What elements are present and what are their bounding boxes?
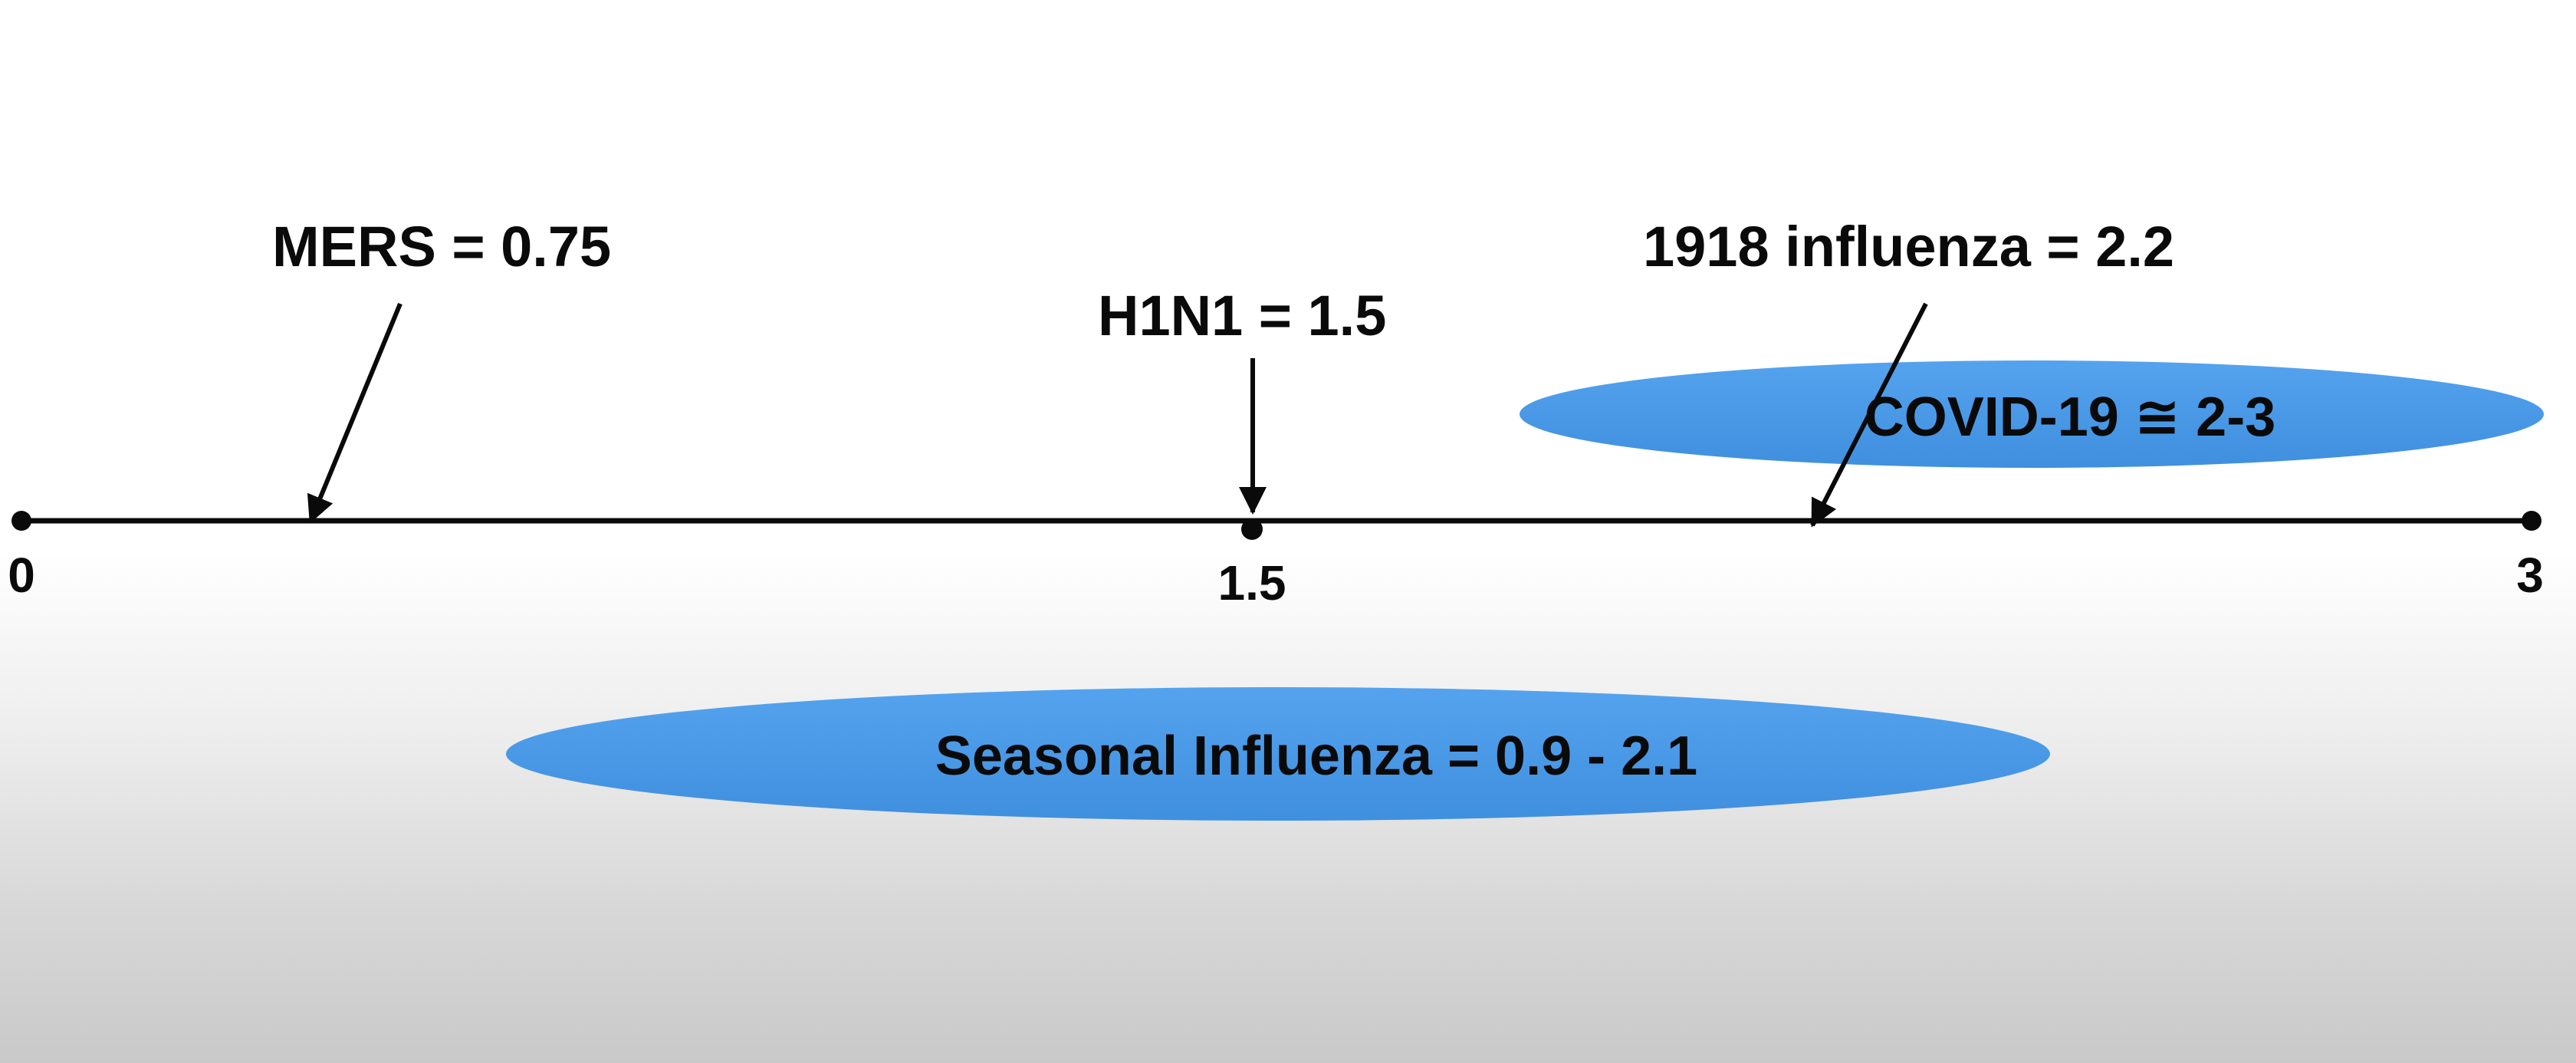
covid19-label: COVID-19 ≅ 2-3 [1865,387,2275,448]
axis-tick-dot-1-5 [1241,518,1263,540]
influenza-1918-label: 1918 influenza = 2.2 [1643,215,2174,278]
mers-arrow [307,302,402,524]
seasonal-influenza-range: Seasonal Influenza = 0.9 - 2.1 [506,687,2050,821]
axis-tick-label-1-5: 1.5 [1218,555,1286,610]
axis-tick-dot-3 [2522,511,2542,531]
covid19-range: COVID-19 ≅ 2-3 [1520,360,2544,468]
axis-tick-label-3: 3 [2516,548,2544,603]
influenza-1918-arrow [1810,302,1928,528]
covid19-ellipse [1520,360,2544,468]
seasonal-influenza-ellipse [506,687,2050,821]
h1n1-label: H1N1 = 1.5 [1098,284,1386,347]
axis-tick-label-0: 0 [8,548,35,603]
axis-tick-dot-0 [12,511,31,531]
seasonal-influenza-label: Seasonal Influenza = 0.9 - 2.1 [935,726,1697,787]
mers-label: MERS = 0.75 [272,215,611,278]
